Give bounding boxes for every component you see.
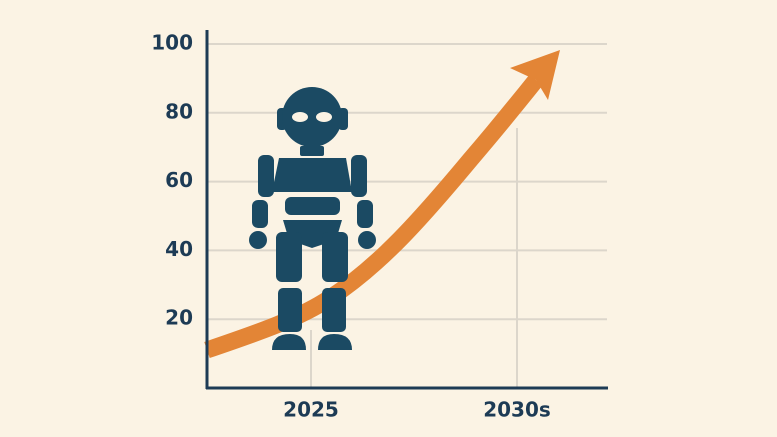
robot-waist (285, 197, 340, 215)
robot (249, 87, 376, 350)
robot-chest (272, 158, 352, 192)
x-tick-label: 2025 (283, 398, 339, 422)
robot-forearm (252, 200, 268, 228)
robot-shin (322, 288, 346, 332)
robot-hand (358, 231, 376, 249)
y-tick-label: 80 (165, 99, 193, 123)
robot-arm (258, 155, 274, 197)
robot-head (282, 87, 342, 147)
y-tick-label: 40 (165, 237, 193, 261)
robot-eye (292, 112, 308, 122)
robot-hand (249, 231, 267, 249)
y-tick-label: 60 (165, 168, 193, 192)
y-tick-label: 100 (151, 31, 193, 55)
robot-shin (278, 288, 302, 332)
robot-leg (322, 232, 348, 282)
robot-leg (276, 232, 302, 282)
robot-forearm (357, 200, 373, 228)
arrow-head (510, 50, 560, 100)
x-tick-label: 2030s (483, 398, 551, 422)
y-tick-label: 20 (165, 306, 193, 330)
robot-eye (316, 112, 332, 122)
robot-foot (272, 334, 306, 350)
robot-foot (318, 334, 352, 350)
robot-arm (351, 155, 367, 197)
robot-neck (300, 146, 324, 156)
